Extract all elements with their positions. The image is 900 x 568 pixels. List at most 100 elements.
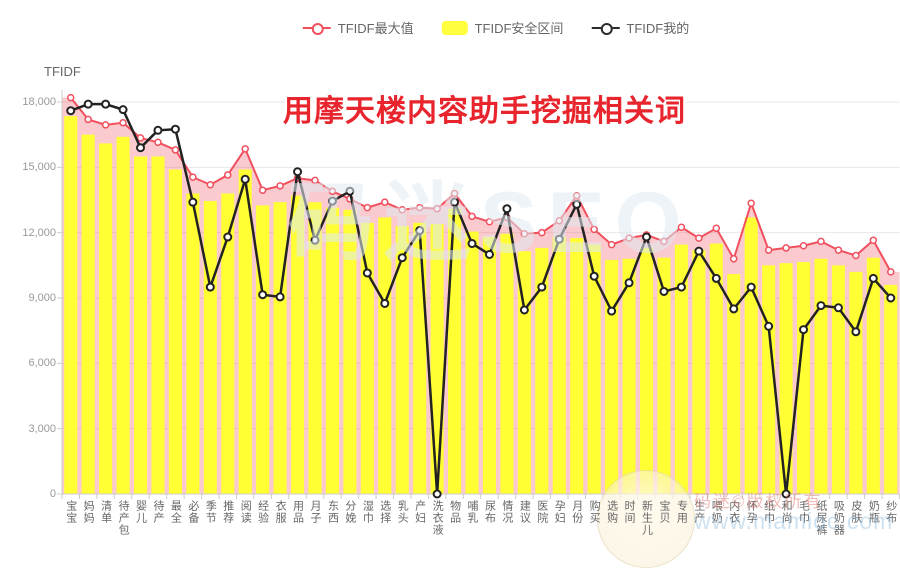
mine-marker[interactable]	[624, 278, 634, 288]
max-marker[interactable]	[224, 171, 232, 179]
max-marker[interactable]	[555, 216, 564, 225]
mine-marker[interactable]	[833, 303, 843, 313]
safe-range-bar[interactable]	[378, 217, 392, 494]
max-marker[interactable]	[712, 224, 721, 233]
legend-item-tfidf-max[interactable]: TFIDF最大值	[302, 18, 414, 37]
mine-marker[interactable]	[519, 305, 529, 315]
mine-marker[interactable]	[397, 253, 407, 263]
safe-range-bar[interactable]	[866, 257, 880, 494]
max-marker[interactable]	[84, 115, 92, 124]
mine-marker[interactable]	[223, 232, 233, 242]
safe-range-bar[interactable]	[639, 247, 654, 494]
safe-range-bar[interactable]	[395, 226, 409, 494]
mine-marker[interactable]	[83, 99, 93, 109]
safe-range-bar[interactable]	[64, 116, 78, 495]
mine-marker[interactable]	[484, 249, 494, 259]
max-marker[interactable]	[450, 189, 459, 198]
max-marker[interactable]	[625, 234, 633, 242]
safe-range-bar[interactable]	[570, 238, 584, 494]
safe-range-bar[interactable]	[727, 274, 741, 494]
safe-range-bar[interactable]	[482, 237, 496, 494]
mine-marker[interactable]	[380, 298, 390, 308]
mine-marker[interactable]	[781, 489, 791, 499]
max-marker[interactable]	[276, 182, 284, 190]
mine-marker[interactable]	[136, 143, 146, 153]
mine-marker[interactable]	[310, 235, 320, 245]
max-marker[interactable]	[101, 121, 110, 129]
max-marker[interactable]	[171, 146, 180, 154]
mine-marker[interactable]	[66, 106, 76, 116]
max-marker[interactable]	[782, 244, 790, 252]
mine-marker[interactable]	[799, 325, 809, 335]
max-marker[interactable]	[834, 246, 843, 254]
legend-item-tfidf-mine[interactable]: TFIDF我的	[591, 18, 689, 37]
max-marker[interactable]	[398, 206, 406, 214]
mine-marker[interactable]	[764, 321, 774, 331]
mine-marker[interactable]	[258, 290, 268, 300]
safe-range-bar[interactable]	[587, 244, 601, 494]
mine-marker[interactable]	[450, 197, 460, 207]
safe-range-bar[interactable]	[203, 201, 217, 495]
max-marker[interactable]	[729, 255, 738, 263]
mine-marker[interactable]	[205, 282, 215, 292]
safe-range-bar[interactable]	[116, 136, 130, 494]
safe-range-bar[interactable]	[81, 134, 95, 494]
safe-range-bar[interactable]	[448, 208, 462, 494]
mine-marker[interactable]	[554, 234, 564, 244]
mine-marker[interactable]	[659, 286, 669, 296]
max-marker[interactable]	[572, 191, 581, 200]
max-marker[interactable]	[66, 93, 75, 102]
mine-marker[interactable]	[572, 199, 582, 209]
mine-marker[interactable]	[607, 306, 617, 316]
max-marker[interactable]	[433, 204, 441, 213]
max-marker[interactable]	[136, 134, 145, 142]
mine-marker[interactable]	[275, 292, 285, 302]
max-marker[interactable]	[328, 187, 337, 196]
mine-marker[interactable]	[432, 489, 442, 499]
max-marker[interactable]	[206, 181, 215, 189]
max-marker[interactable]	[189, 173, 197, 181]
max-marker[interactable]	[485, 218, 494, 226]
max-marker[interactable]	[468, 212, 476, 221]
max-marker[interactable]	[590, 225, 598, 234]
mine-marker[interactable]	[851, 327, 861, 337]
max-marker[interactable]	[415, 203, 424, 212]
max-marker[interactable]	[119, 118, 127, 127]
max-marker[interactable]	[538, 228, 546, 237]
safe-range-bar[interactable]	[465, 231, 479, 495]
max-marker[interactable]	[817, 237, 825, 246]
mine-marker[interactable]	[676, 282, 686, 292]
max-marker[interactable]	[520, 230, 529, 238]
safe-range-bar[interactable]	[692, 250, 706, 494]
safe-range-bar[interactable]	[133, 156, 148, 494]
mine-marker[interactable]	[240, 174, 250, 184]
mine-marker[interactable]	[589, 271, 599, 281]
safe-range-bar[interactable]	[238, 169, 252, 494]
mine-marker[interactable]	[746, 282, 756, 292]
max-marker[interactable]	[258, 186, 267, 194]
safe-range-bar[interactable]	[291, 195, 305, 494]
safe-range-bar[interactable]	[744, 217, 758, 494]
safe-range-bar[interactable]	[831, 265, 845, 494]
safe-range-bar[interactable]	[709, 243, 723, 494]
max-marker[interactable]	[381, 198, 389, 206]
mine-marker[interactable]	[886, 293, 896, 303]
safe-range-bar[interactable]	[256, 205, 270, 494]
safe-range-bar[interactable]	[849, 271, 863, 494]
safe-range-bar[interactable]	[814, 258, 828, 494]
safe-range-bar[interactable]	[343, 209, 357, 495]
safe-range-bar[interactable]	[360, 222, 374, 494]
safe-range-bar[interactable]	[657, 257, 671, 494]
mine-marker[interactable]	[467, 239, 477, 249]
safe-range-bar[interactable]	[535, 247, 549, 494]
mine-marker[interactable]	[170, 124, 180, 134]
safe-range-bar[interactable]	[168, 169, 182, 494]
safe-range-bar[interactable]	[273, 202, 287, 494]
mine-marker[interactable]	[694, 246, 704, 256]
safe-range-bar[interactable]	[99, 143, 113, 494]
safe-range-bar[interactable]	[779, 263, 793, 494]
mine-marker[interactable]	[118, 105, 128, 115]
mine-marker[interactable]	[362, 268, 372, 278]
max-marker[interactable]	[747, 199, 755, 208]
